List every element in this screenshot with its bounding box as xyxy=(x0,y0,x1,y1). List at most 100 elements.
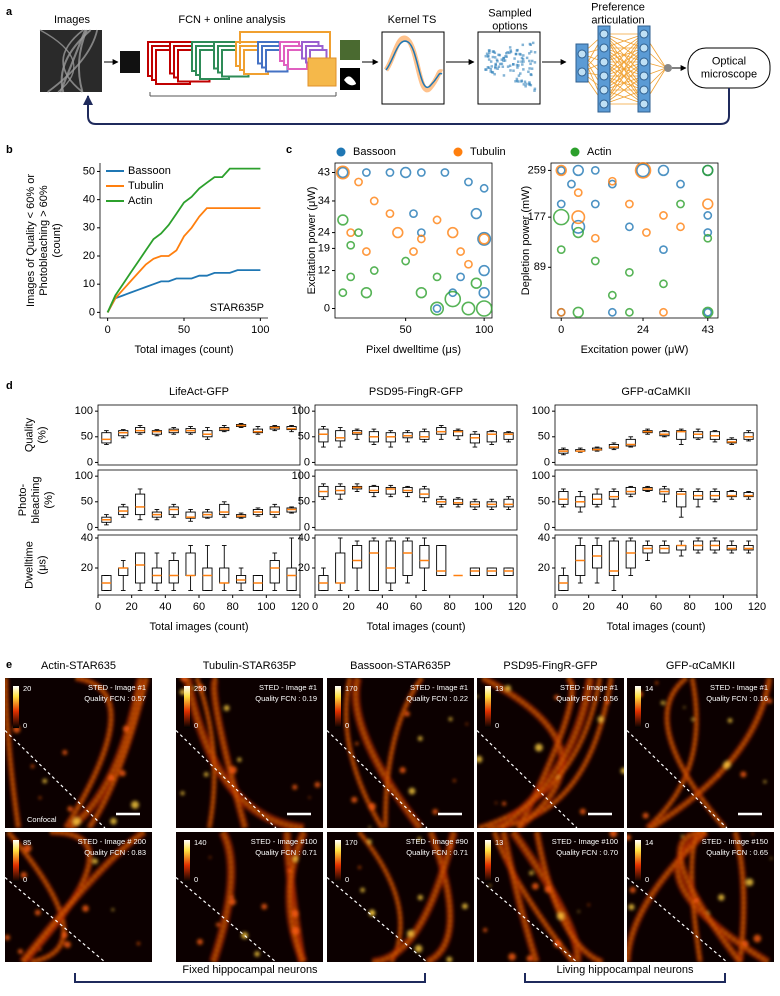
structure-core xyxy=(288,832,305,962)
scatter-point xyxy=(346,240,356,250)
colorbar xyxy=(335,840,341,882)
colorbar-min: 0 xyxy=(194,875,198,884)
spot xyxy=(291,926,300,935)
sample-dot xyxy=(494,66,497,70)
nn-node xyxy=(639,85,649,95)
sample-dot xyxy=(533,89,536,92)
structure-core xyxy=(21,832,145,962)
y-tick-label: 0 xyxy=(87,456,93,468)
x-tick-label: 100 xyxy=(475,324,493,336)
spot xyxy=(477,695,479,698)
x-tick-label: 43 xyxy=(702,324,714,336)
structure-core xyxy=(68,678,142,828)
y-tick-label: 20 xyxy=(83,250,95,262)
x-tick-label: 50 xyxy=(178,324,190,336)
image-texture xyxy=(62,29,84,93)
kernel-mean xyxy=(385,40,443,89)
scatter-point xyxy=(659,245,668,255)
spot xyxy=(628,904,635,911)
spot xyxy=(508,953,516,961)
nn-node xyxy=(599,99,609,109)
spot xyxy=(740,771,747,778)
sample-dot xyxy=(529,50,533,53)
y-tick-label: 50 xyxy=(538,431,550,443)
y-tick-label: 50 xyxy=(298,431,310,443)
sample-dot xyxy=(515,77,519,81)
scatter-point xyxy=(590,233,600,243)
scatter-point xyxy=(470,277,482,289)
structure-core xyxy=(666,678,726,828)
box xyxy=(335,430,346,442)
structure-core xyxy=(354,678,421,828)
group-label: Living hippocampal neurons xyxy=(557,964,694,976)
structure-core xyxy=(196,678,215,828)
step-label: options xyxy=(492,20,528,32)
scatter-point xyxy=(624,199,634,209)
legend-marker xyxy=(336,147,346,157)
structure-core xyxy=(734,832,745,962)
scatter-point xyxy=(676,179,685,189)
y-tick-label: 24 xyxy=(318,226,330,238)
sample-dot xyxy=(522,68,525,71)
colorbar-max: 170 xyxy=(345,684,358,693)
legend-label: Actin xyxy=(128,195,152,207)
sample-dot xyxy=(522,83,526,86)
sample-dot xyxy=(530,59,534,63)
sample-dot xyxy=(514,80,517,83)
nn-layer xyxy=(597,25,611,113)
group-label: Fixed hippocampal neurons xyxy=(182,964,318,976)
sample-dot xyxy=(533,61,537,64)
scatter-point xyxy=(346,228,356,237)
sample-dot xyxy=(520,60,523,63)
sample-dot xyxy=(488,51,491,55)
spot xyxy=(351,796,358,803)
spot xyxy=(292,856,299,862)
spot xyxy=(556,912,565,920)
spot xyxy=(72,817,81,826)
colorbar-max: 13 xyxy=(495,838,503,847)
spot xyxy=(723,761,731,769)
y-axis-label: Images of Quality < 60% or xyxy=(25,174,37,307)
nn-node xyxy=(577,49,587,59)
x-tick-label: 60 xyxy=(193,601,205,613)
spot xyxy=(629,886,636,893)
x-tick-label: 20 xyxy=(583,601,595,613)
scatter-point xyxy=(676,222,685,232)
scatter-point xyxy=(354,228,363,237)
y-tick-label: 50 xyxy=(298,496,310,508)
spot xyxy=(314,781,321,788)
sample-dot xyxy=(487,58,491,61)
quality-score: Quality FCN : 0.71 xyxy=(406,848,468,857)
spot xyxy=(505,685,511,691)
axes-frame xyxy=(314,469,518,531)
scatter-point xyxy=(470,207,482,220)
box xyxy=(558,491,569,505)
scatter-point xyxy=(401,256,411,266)
y-tick-label: 89 xyxy=(534,261,546,273)
feedback-loop xyxy=(83,88,730,125)
confocal-split xyxy=(327,877,428,962)
sample-dot xyxy=(503,59,507,62)
x-tick-label: 20 xyxy=(126,601,138,613)
box xyxy=(352,545,363,569)
y-tick-label: 50 xyxy=(538,496,550,508)
sample-dot xyxy=(494,65,497,69)
sample-dot xyxy=(530,67,534,70)
colorbar-max: 20 xyxy=(23,684,31,693)
y-tick-label: 50 xyxy=(81,431,93,443)
nn-edge xyxy=(603,33,645,63)
y-axis-label: Quality xyxy=(23,417,35,452)
scatter-point xyxy=(337,214,349,226)
structure-core xyxy=(649,678,771,828)
spot xyxy=(237,757,242,762)
confocal-split xyxy=(5,730,106,828)
scatter-point xyxy=(703,233,713,243)
quality-score: Quality FCN : 0.71 xyxy=(255,848,317,857)
y-tick-label: 40 xyxy=(538,532,550,544)
scatter-point xyxy=(477,231,492,246)
sample-dot xyxy=(508,46,512,49)
sample-dot xyxy=(493,72,496,76)
quality-score: Quality FCN : 0.70 xyxy=(556,848,618,857)
sample-dot xyxy=(509,50,513,54)
structure-core xyxy=(23,832,91,962)
